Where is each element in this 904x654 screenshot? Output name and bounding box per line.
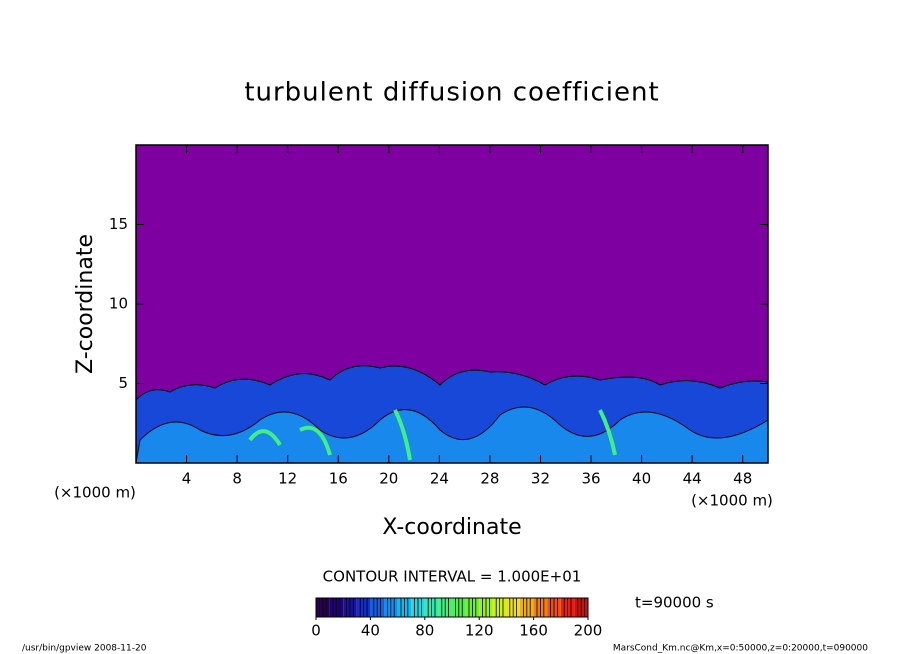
y-tick-label: 15 <box>109 215 128 233</box>
field-high <box>248 409 617 461</box>
x-tick-label: 44 <box>683 470 702 488</box>
x-tick-label: 48 <box>733 470 752 488</box>
x-tick-label: 28 <box>480 470 499 488</box>
colorbar-tick-label: 200 <box>574 622 603 640</box>
time-label: t=90000 s <box>635 594 714 612</box>
footer-right: MarsCond_Km.nc@Km,x=0:50000,z=0:20000,t=… <box>613 644 868 654</box>
x-tick-label: 12 <box>278 470 297 488</box>
colorbar-tick-label: 120 <box>465 622 494 640</box>
x-tick-label: 8 <box>232 470 242 488</box>
x-tick-label: 16 <box>329 470 348 488</box>
colorbar-frame <box>315 597 589 618</box>
y-axis-label: Z-coordinate <box>73 234 98 374</box>
x-tick-label: 32 <box>531 470 550 488</box>
y-tick-label: 10 <box>109 295 128 313</box>
x-tick-label: 20 <box>379 470 398 488</box>
x-tick-label: 40 <box>632 470 651 488</box>
colorbar-tick-label: 80 <box>415 622 434 640</box>
x-unit: (×1000 m) <box>691 492 773 510</box>
y-unit: (×1000 m) <box>54 484 136 502</box>
field-layer-inner <box>135 406 769 464</box>
colorbar-tick-label: 160 <box>519 622 548 640</box>
x-tick-label: 24 <box>430 470 449 488</box>
footer-left: /usr/bin/gpview 2008-11-20 <box>22 644 147 654</box>
contour-interval: CONTOUR INTERVAL = 1.000E+01 <box>323 568 582 586</box>
chart-title: turbulent diffusion coefficient <box>244 78 659 108</box>
y-tick-label: 5 <box>118 374 128 392</box>
x-tick-label: 36 <box>581 470 600 488</box>
x-axis-label: X-coordinate <box>382 515 521 540</box>
colorbar-tick-label: 40 <box>361 622 380 640</box>
x-tick-label: 4 <box>182 470 192 488</box>
colorbar-tick-label: 0 <box>311 622 321 640</box>
